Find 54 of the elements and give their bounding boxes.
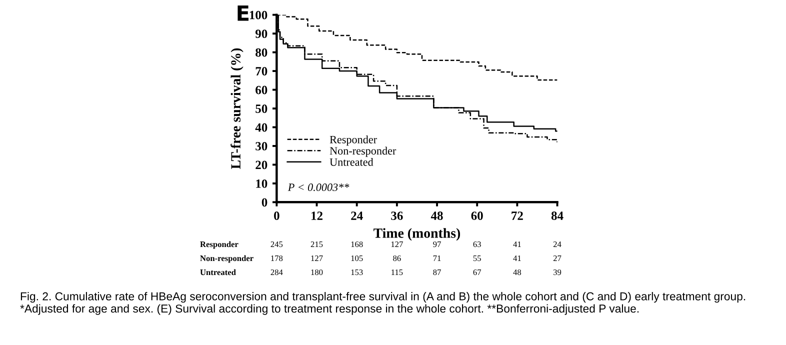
chart-title: E (238, 6, 249, 21)
text: 71 (433, 256, 441, 262)
text: 215 (310, 241, 323, 248)
x-tick-label: 0 (274, 212, 280, 220)
text: 127 (311, 255, 323, 262)
text: 168 (351, 241, 363, 248)
y-tick-label: 90 (255, 30, 268, 38)
y-tick-label: 50 (256, 104, 268, 113)
x-tick-label: 60 (471, 212, 483, 220)
text: 153 (351, 269, 363, 276)
text: 41 (513, 256, 521, 262)
text: 87 (433, 269, 441, 276)
text: 178 (271, 255, 283, 262)
legend-label: Untreated (330, 158, 374, 166)
x-tick-label: 84 (551, 212, 564, 220)
text: 55 (473, 256, 481, 262)
text: 105 (351, 255, 363, 262)
text: 284 (270, 269, 283, 276)
text: Untreated (200, 269, 236, 276)
x-axis-title: Time (months) (374, 228, 460, 241)
text: Responder (200, 241, 238, 249)
text: 24 (553, 241, 562, 248)
x-tick-label: 48 (430, 212, 443, 220)
text: 48 (513, 269, 522, 276)
x-tick-label: 24 (351, 212, 363, 220)
annotation: P < 0.0003** (288, 184, 350, 192)
x-tick-label: 36 (391, 212, 403, 220)
caption: Fig. 2. Cumulative rate of HBeAg seroconversion and transplant-free survival in (A and B) the whole cohort and (C and D) early treatment group. *Adjusted for age and sex. (E) Survival according to treatment response in the whole cohort. **Bonferroni-adjusted P value. (20, 292, 746, 315)
text: 180 (311, 269, 323, 276)
text: 63 (473, 241, 481, 248)
text: 39 (554, 269, 562, 276)
y-tick-label: 40 (255, 123, 268, 132)
y-tick-label: 80 (256, 48, 268, 57)
text: 41 (513, 242, 521, 248)
text: 86 (393, 255, 401, 262)
y-tick-label: 70 (256, 67, 268, 76)
text: 115 (392, 270, 403, 276)
y-tick-label: 10 (256, 179, 268, 188)
y-axis-title: LT-free survival (%) (230, 48, 244, 169)
text: 67 (473, 269, 482, 276)
y-tick-label: 0 (262, 198, 268, 207)
y-tick-label: 100 (250, 10, 268, 20)
y-tick-label: 60 (256, 86, 268, 94)
text: Non-responder (200, 255, 254, 263)
x-tick-label: 72 (512, 212, 523, 220)
text: 27 (553, 255, 562, 262)
text: 245 (270, 241, 283, 248)
text: 127 (391, 241, 403, 248)
y-tick-label: 30 (256, 142, 268, 150)
legend-label: Non-responder (330, 146, 396, 157)
x-tick-label: 12 (312, 212, 322, 220)
legend-label: Responder (330, 136, 377, 146)
text: 97 (433, 241, 441, 248)
y-tick-label: 20 (256, 160, 268, 170)
